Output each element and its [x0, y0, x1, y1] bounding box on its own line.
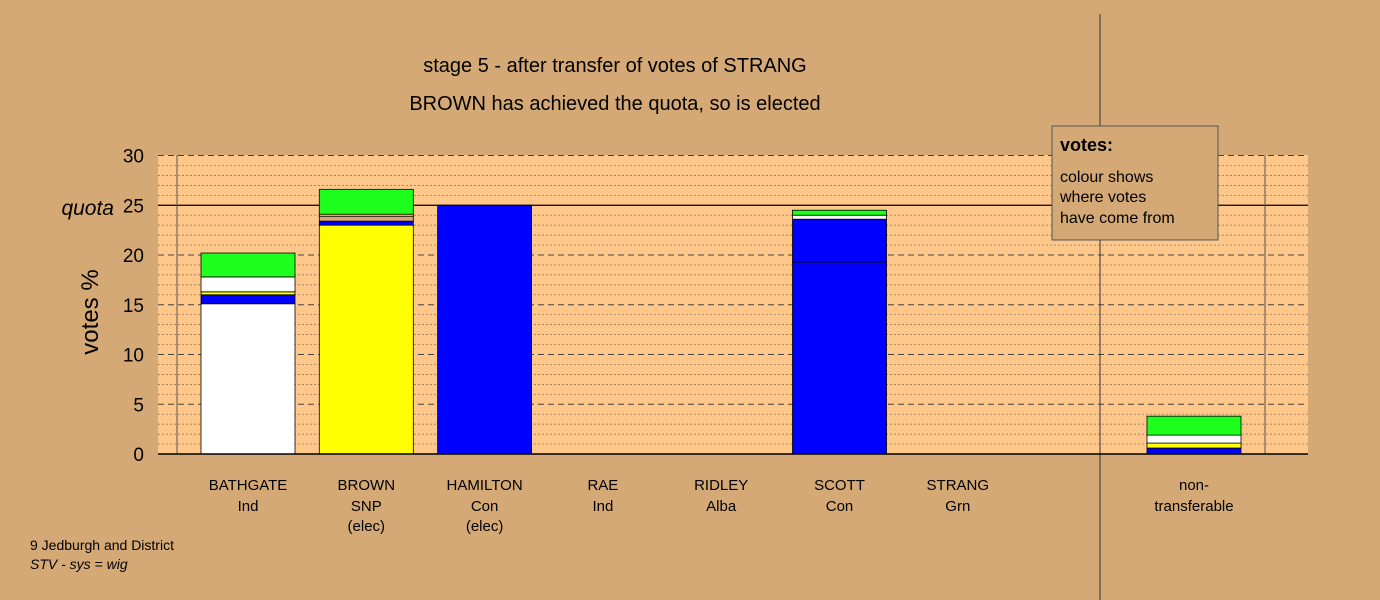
candidate-party-ridley: Alba [706, 498, 737, 515]
y-tick-label: 30 [123, 147, 144, 168]
candidate-party-bathgate: Ind [238, 498, 259, 515]
bar-bathgate-segment [200, 303, 296, 455]
bar-nontransferable-segment [1146, 442, 1242, 449]
legend-line-1: colour shows [1060, 169, 1153, 186]
candidate-labels: BATHGATE Ind BROWN SNP (elec) HAMILTON Con (ele… [209, 477, 1234, 535]
bar-brown-segment [318, 215, 414, 222]
y-tick-labels: 0 5 10 15 20 25 30 [123, 147, 144, 467]
candidate-name-hamilton: HAMILTON [447, 477, 523, 494]
bar-brown-segment [318, 220, 414, 226]
candidate-party-scott: Con [826, 498, 854, 515]
bar-nontransferable-segment [1146, 447, 1242, 455]
bar-bathgate-segment [200, 252, 296, 278]
bar-brown-segment [318, 224, 414, 455]
bar-scott-segment [792, 209, 887, 216]
bar-nontransferable-segment [1146, 434, 1242, 444]
bars-group [200, 188, 1242, 455]
legend-line-2: where votes [1059, 189, 1146, 206]
chart-title-line2: BROWN has achieved the quota, so is elec… [409, 93, 820, 115]
candidate-name-brown: BROWN [338, 477, 396, 494]
y-tick-label: 0 [133, 445, 144, 466]
bar-scott-segment [792, 214, 887, 220]
bar-bathgate-segment [200, 291, 296, 296]
candidate-note-hamilton: (elec) [466, 518, 504, 535]
y-tick-label: 25 [123, 196, 144, 217]
candidate-name-scott: SCOTT [814, 477, 865, 494]
candidate-name-strang: STRANG [927, 477, 990, 494]
candidate-note-brown: (elec) [348, 518, 386, 535]
candidate-party-strang: Grn [945, 498, 970, 515]
candidate-party-rae: Ind [592, 498, 613, 515]
bar-brown-segment [318, 188, 414, 215]
y-tick-label: 5 [133, 395, 144, 416]
chart-title-line1: stage 5 - after transfer of votes of STR… [423, 55, 807, 77]
candidate-name-bathgate: BATHGATE [209, 477, 288, 494]
candidate-name-rae: RAE [587, 477, 618, 494]
bar-scott-segment [792, 261, 887, 455]
y-tick-label: 10 [123, 346, 144, 367]
candidate-party-hamilton: Con [471, 498, 499, 515]
y-tick-label: 20 [123, 246, 144, 267]
footer-ward: 9 Jedburgh and District [30, 537, 174, 553]
legend-line-3: have come from [1060, 210, 1175, 227]
bar-scott-segment [792, 218, 887, 263]
bar-nontransferable-segment [1146, 415, 1242, 436]
bar-hamilton-segment [437, 204, 533, 455]
quota-label: quota [61, 197, 114, 220]
y-axis-label: votes % [77, 269, 104, 354]
candidate-party-brown: SNP [351, 498, 382, 515]
bar-bathgate-segment [200, 276, 296, 293]
legend-heading: votes: [1060, 135, 1113, 155]
nontransferable-label-1: non- [1179, 477, 1209, 494]
bar-bathgate-segment [200, 294, 296, 305]
legend-box: votes: colour shows where votes have com… [1051, 125, 1219, 241]
y-tick-label: 15 [123, 296, 144, 317]
footer-system: STV - sys = wig [30, 556, 128, 572]
nontransferable-label-2: transferable [1154, 498, 1233, 515]
candidate-name-ridley: RIDLEY [694, 477, 748, 494]
